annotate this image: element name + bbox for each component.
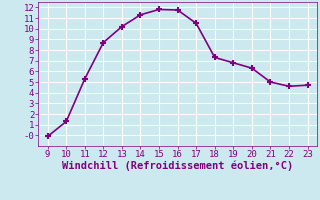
X-axis label: Windchill (Refroidissement éolien,°C): Windchill (Refroidissement éolien,°C) bbox=[62, 161, 293, 171]
